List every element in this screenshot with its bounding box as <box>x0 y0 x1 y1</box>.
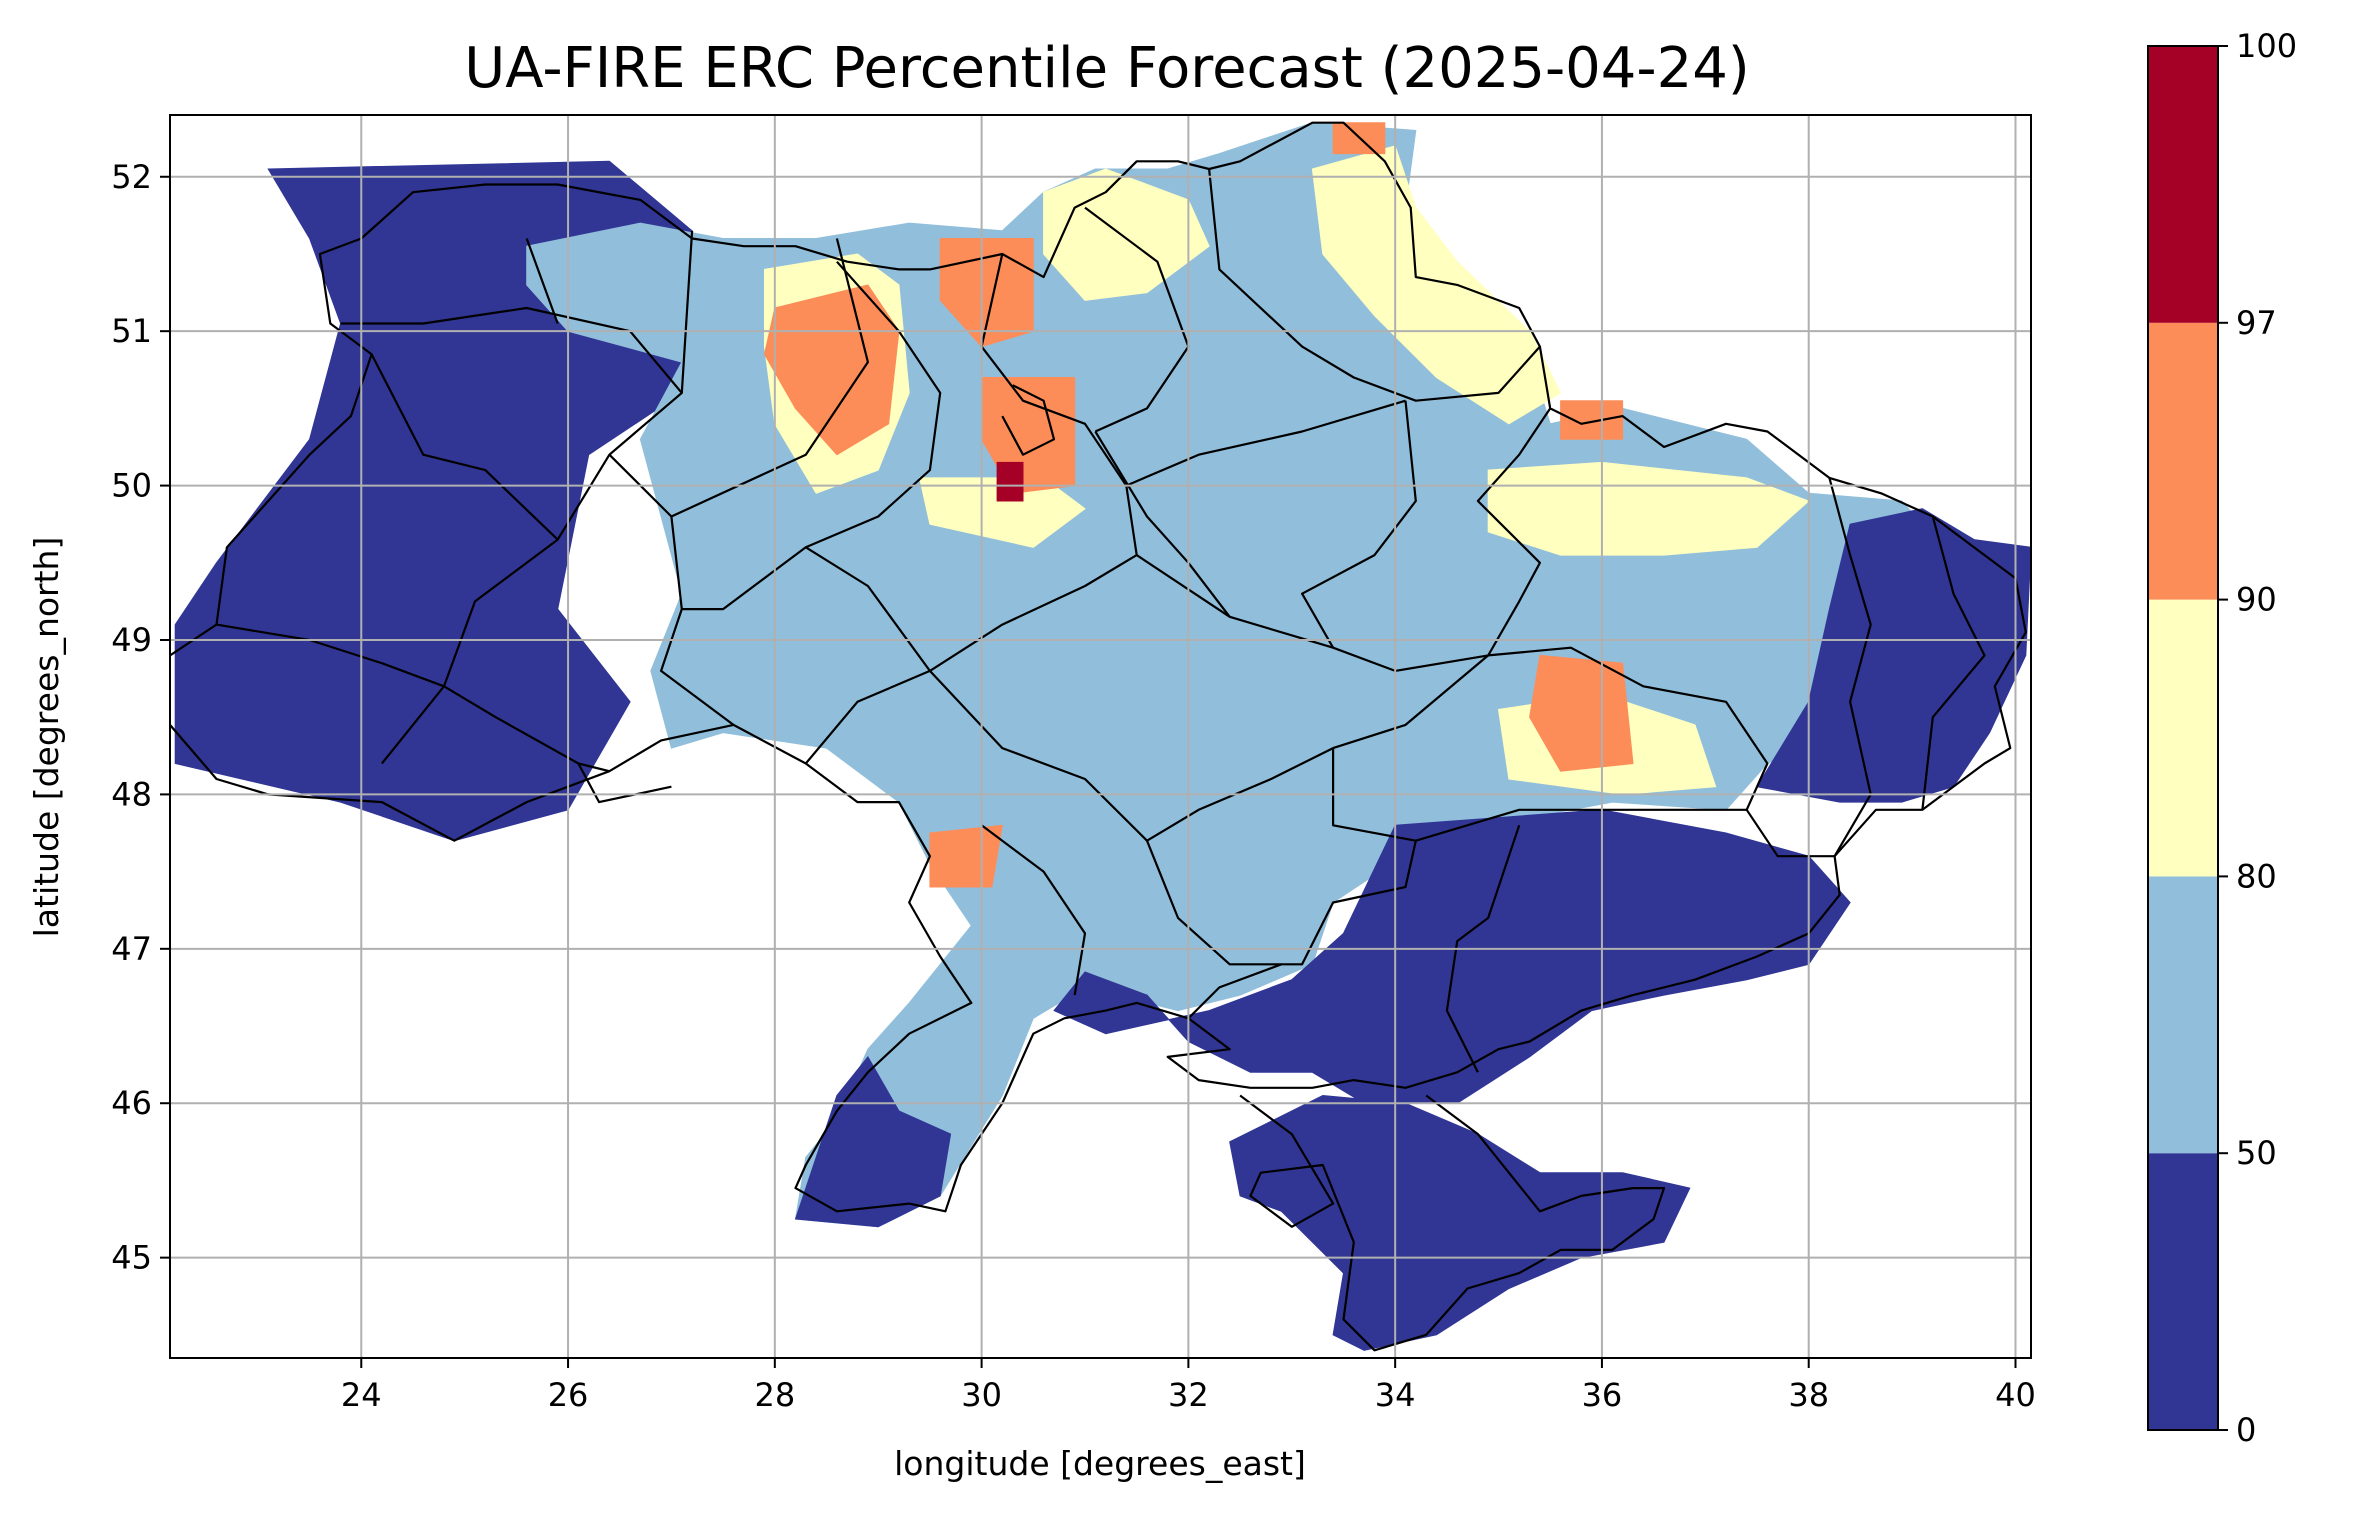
x-axis: 24 26 28 30 32 34 36 38 40 <box>341 1358 2036 1414</box>
y-axis: 45 46 47 48 49 50 51 52 <box>111 158 170 1277</box>
boundary-line-5 <box>370 353 559 541</box>
colorbar-tick-label-4: 97 <box>2236 304 2277 342</box>
colorbar-tick-label-0: 0 <box>2236 1411 2256 1449</box>
x-tick-label-30: 30 <box>961 1376 1002 1414</box>
boundary-line-25 <box>1300 400 1417 649</box>
colorbar-segment-2 <box>2148 599 2218 877</box>
boundary-line-1 <box>1239 1094 1666 1352</box>
colorbar-segment-3 <box>2148 322 2218 600</box>
boundary-line-19 <box>980 824 1087 996</box>
fill-region-16 <box>929 824 1003 888</box>
colorbar-tick-label-2: 80 <box>2236 857 2277 895</box>
boundary-line-21 <box>1187 963 1282 1020</box>
fill-region-17 <box>1560 400 1624 440</box>
y-tick-label-48: 48 <box>111 775 152 813</box>
x-tick-label-34: 34 <box>1375 1376 1416 1414</box>
colorbar-tick-label-3: 90 <box>2236 581 2277 619</box>
x-axis-label: longitude [degrees_east] <box>894 1444 1306 1483</box>
y-tick-label-46: 46 <box>111 1084 152 1122</box>
x-tick-label-26: 26 <box>548 1376 589 1414</box>
colorbar-segment-0 <box>2148 1153 2218 1430</box>
boundary-line-24 <box>1921 516 1986 810</box>
boundary-line-4 <box>525 238 559 324</box>
fill-region-12 <box>763 284 900 456</box>
colorbar-tick-label-1: 50 <box>2236 1134 2277 1172</box>
y-tick-label-51: 51 <box>111 312 152 350</box>
fill-region-19 <box>996 461 1024 502</box>
y-axis-label: latitude [degrees_north] <box>27 537 66 938</box>
boundary-line-17 <box>929 654 1489 842</box>
boundary-line-20 <box>1145 840 1417 966</box>
boundary-line-27 <box>805 546 931 672</box>
boundary-line-0 <box>170 121 2027 1213</box>
colorbar-segment-4 <box>2148 46 2218 323</box>
colorbar-frame <box>2147 45 2219 1431</box>
colorbar-tick-label-5: 100 <box>2236 27 2297 65</box>
boundary-line-13 <box>1208 168 1541 402</box>
boundary-line-14 <box>1125 399 1406 487</box>
boundary-line-26 <box>1094 430 1231 618</box>
colorbar-segment-1 <box>2148 876 2218 1154</box>
boundary-line-18 <box>1331 748 1747 842</box>
plot-area <box>169 114 2032 1359</box>
boundary-line-23 <box>1828 477 1872 857</box>
boundary-line-22 <box>1445 824 1521 1073</box>
y-tick-label-47: 47 <box>111 930 152 968</box>
x-tick-label-28: 28 <box>754 1376 795 1414</box>
y-tick-label-52: 52 <box>111 158 152 196</box>
boundary-line-9 <box>681 260 942 611</box>
x-tick-label-36: 36 <box>1582 1376 1623 1414</box>
boundary-line-3 <box>340 306 683 765</box>
x-tick-label-40: 40 <box>1995 1376 2036 1414</box>
plot-frame <box>169 114 2032 1359</box>
boundary-line-2 <box>680 230 694 393</box>
y-tick-label-50: 50 <box>111 467 152 505</box>
boundary-line-11 <box>1001 384 1056 456</box>
x-tick-label-24: 24 <box>341 1376 382 1414</box>
fill-region-8 <box>1311 145 1562 425</box>
boundary-line-28 <box>577 762 672 804</box>
chart-title: UA-FIRE ERC Percentile Forecast (2025-04… <box>464 36 1749 101</box>
colorbar: 0 50 80 90 97 100 <box>2147 27 2297 1449</box>
y-tick-label-49: 49 <box>111 621 152 659</box>
fill-region-15 <box>1529 654 1634 772</box>
grid-lines <box>170 115 2031 1358</box>
fill-region-5 <box>794 1056 952 1228</box>
fill-region-4 <box>1756 508 2031 803</box>
y-tick-label-45: 45 <box>111 1239 152 1277</box>
x-tick-label-32: 32 <box>1168 1376 1209 1414</box>
fill-region-13 <box>939 238 1034 348</box>
x-tick-label-38: 38 <box>1788 1376 1829 1414</box>
